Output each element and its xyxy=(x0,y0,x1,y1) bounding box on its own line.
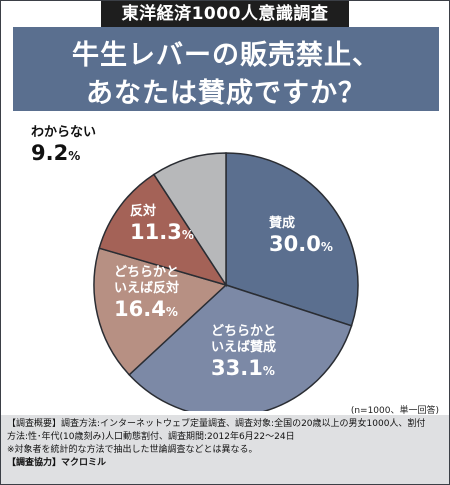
label-rather-disagree-value: 16.4 xyxy=(114,297,166,321)
sample-size-note: (n=1000、単一回答) xyxy=(350,406,439,416)
label-hantai: 反対 11.3% xyxy=(130,204,194,247)
label-rather-agree-line1: どちらかと xyxy=(211,324,277,339)
percent-unit: % xyxy=(68,149,81,163)
label-sansei-name: 賛成 xyxy=(269,216,296,231)
label-wakaranai: わからない 9.2% xyxy=(31,125,96,168)
percent-unit: % xyxy=(320,240,333,254)
percent-unit: % xyxy=(262,364,275,378)
label-rather-disagree-line2: いえば反対 xyxy=(114,281,180,296)
survey-badge: 東洋経済1000人意識調査 xyxy=(101,1,349,27)
label-rather-agree-line2: いえば賛成 xyxy=(211,340,277,355)
notes-line-4: 【調査協力】マクロミル xyxy=(7,458,107,468)
label-rather-disagree: どちらかと いえば反対 16.4% xyxy=(114,265,179,324)
label-hantai-value: 11.3 xyxy=(130,220,182,244)
notes-line-2: 方法:性･年代(10歳刻み)人口動態割付、調査期間:2012年6月22〜24日 xyxy=(7,432,295,442)
percent-unit: % xyxy=(165,305,178,319)
label-rather-disagree-line1: どちらかと xyxy=(114,265,180,280)
label-sansei-value: 30.0 xyxy=(269,232,321,256)
slice-hantai xyxy=(98,173,228,287)
slice-rather-agree xyxy=(128,284,353,411)
title-line-1: 牛生レバーの販売禁止、 xyxy=(72,40,380,71)
slice-wakaranai xyxy=(152,152,227,288)
label-rather-agree: どちらかと いえば賛成 33.1% xyxy=(211,324,276,383)
percent-unit: % xyxy=(181,228,194,242)
notes-line-3: ※対象者を統計的な方法で抽出した世論調査などとは異なる。 xyxy=(7,445,258,455)
title-line-2: あなたは賛成ですか？ xyxy=(86,78,366,109)
title-banner: 牛生レバーの販売禁止、 あなたは賛成ですか？ xyxy=(13,27,439,111)
notes-line-1: 【調査概要】調査方法:インターネットウェブ定量調査、調査対象:全国の20歳以上の… xyxy=(7,419,426,429)
label-wakaranai-name: わからない xyxy=(31,125,97,140)
survey-notes: 【調査概要】調査方法:インターネットウェブ定量調査、調査対象:全国の20歳以上の… xyxy=(1,415,449,484)
label-rather-agree-value: 33.1 xyxy=(211,356,263,380)
slice-sansei xyxy=(225,152,359,327)
slice-rather-disagree xyxy=(93,247,228,376)
label-sansei: 賛成 30.0% xyxy=(269,216,333,259)
pie-chart xyxy=(93,152,359,411)
label-wakaranai-value: 9.2 xyxy=(31,141,69,165)
label-hantai-name: 反対 xyxy=(130,204,157,219)
